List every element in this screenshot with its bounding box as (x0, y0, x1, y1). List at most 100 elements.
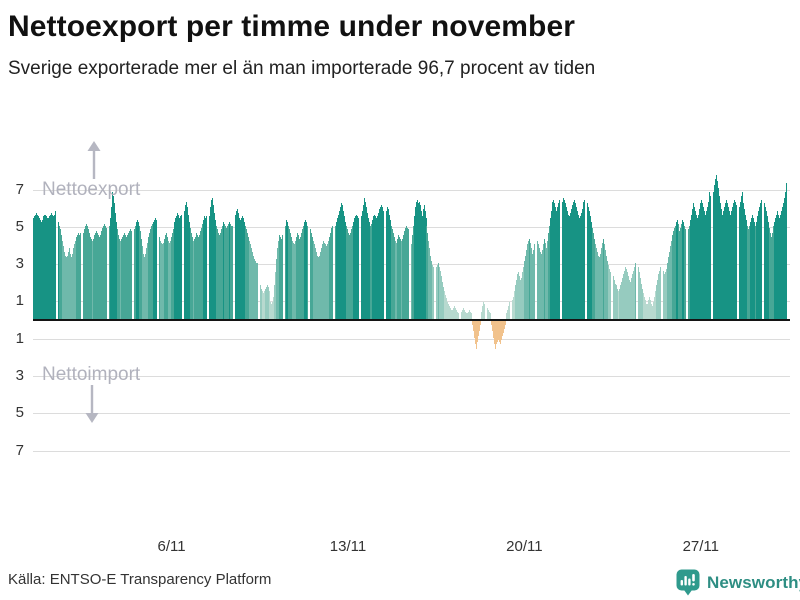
hour-bar (74, 240, 76, 319)
hour-bar (617, 289, 619, 319)
hour-bar (224, 225, 226, 319)
hour-bar (637, 266, 639, 319)
hour-bar (418, 201, 420, 319)
hour-bar (278, 240, 280, 319)
hour-bar (236, 208, 238, 319)
hour-bar (758, 207, 760, 319)
hour-bar (421, 216, 423, 319)
hour-bar (72, 248, 74, 319)
hour-bar (624, 270, 626, 319)
hour-bar (628, 276, 630, 319)
hour-bar (733, 199, 735, 319)
hour-bar (458, 313, 460, 319)
hour-bar (159, 236, 160, 319)
hour-bar (445, 298, 447, 319)
hour-bar (539, 251, 541, 319)
hour-bar (188, 214, 190, 319)
hour-bar (268, 291, 270, 319)
hour-bar (404, 231, 406, 319)
hour-bar (280, 236, 282, 319)
hour-bar (579, 216, 581, 319)
hour-bar (705, 210, 707, 319)
hour-bar (526, 250, 528, 319)
hour-bar (388, 214, 390, 319)
hour-bar (149, 233, 151, 319)
hour-bar (596, 248, 598, 319)
hour-bar (614, 283, 616, 319)
hour-bar (221, 225, 223, 319)
hour-bar (497, 321, 499, 342)
hour-bar (433, 266, 435, 319)
hour-bar (738, 207, 740, 319)
hour-bar (633, 266, 635, 319)
hour-bar (608, 268, 610, 319)
hour-bar (398, 235, 400, 319)
hour-bar (722, 214, 724, 319)
hour-bar (723, 210, 725, 319)
hour-bar (234, 214, 236, 319)
hour-bar (728, 210, 730, 319)
hour-bar (123, 235, 125, 319)
hour-bar (164, 235, 166, 319)
hour-bar (135, 222, 137, 319)
hour-bar (377, 216, 378, 319)
hour-bar (248, 236, 250, 319)
hour-bar (534, 244, 535, 319)
hour-bar (745, 214, 747, 319)
hour-bar (656, 285, 658, 319)
hour-bar (406, 225, 408, 319)
hour-bar (710, 195, 712, 319)
hour-bar (44, 214, 46, 319)
hour-bar (349, 233, 351, 319)
hour-bar (289, 233, 291, 319)
hour-bar (773, 225, 775, 319)
hour-bar (549, 218, 551, 319)
hour-bar (716, 175, 718, 319)
hour-bar (83, 233, 85, 319)
hour-bar (385, 210, 387, 319)
hour-bar (607, 264, 609, 319)
hour-bar (546, 240, 548, 319)
hour-bar (269, 296, 271, 319)
hour-bar (63, 246, 64, 319)
hour-bar (411, 235, 413, 319)
hour-bar (66, 255, 68, 319)
hour-bar (355, 214, 357, 319)
hour-bar (695, 214, 697, 319)
hour-bar (708, 197, 710, 319)
hour-bar (542, 244, 544, 319)
hour-bar (249, 240, 251, 319)
hour-bar (568, 214, 569, 319)
hour-bar (294, 240, 296, 319)
up-arrow-icon (87, 141, 101, 179)
hour-bar (472, 321, 473, 326)
hour-bar (237, 212, 239, 319)
hour-bar (263, 291, 265, 319)
hour-bar (62, 240, 64, 319)
hour-bar (394, 240, 396, 319)
hour-bar (186, 201, 188, 319)
hour-bar (600, 248, 602, 319)
hour-bar (45, 216, 47, 319)
hour-bar (763, 203, 765, 319)
hour-bar (319, 251, 321, 319)
hour-bar (151, 225, 153, 319)
y-tick-label: 3 (15, 255, 24, 273)
hour-bar (742, 197, 744, 319)
hour-bar (569, 212, 571, 319)
hour-bar (350, 229, 352, 319)
hour-bar (552, 201, 554, 319)
hour-bar (514, 285, 516, 319)
hour-bar (543, 238, 545, 319)
hour-bar (493, 321, 495, 339)
hour-bar (342, 205, 344, 319)
hour-bar (555, 207, 557, 319)
hour-bar (408, 229, 409, 319)
hour-bar (134, 225, 136, 319)
hour-bar (386, 207, 388, 319)
hour-bar (731, 207, 733, 319)
hour-bar (78, 235, 80, 319)
hour-bar (332, 225, 334, 319)
hour-bar (128, 231, 130, 319)
hour-bar (177, 212, 179, 319)
